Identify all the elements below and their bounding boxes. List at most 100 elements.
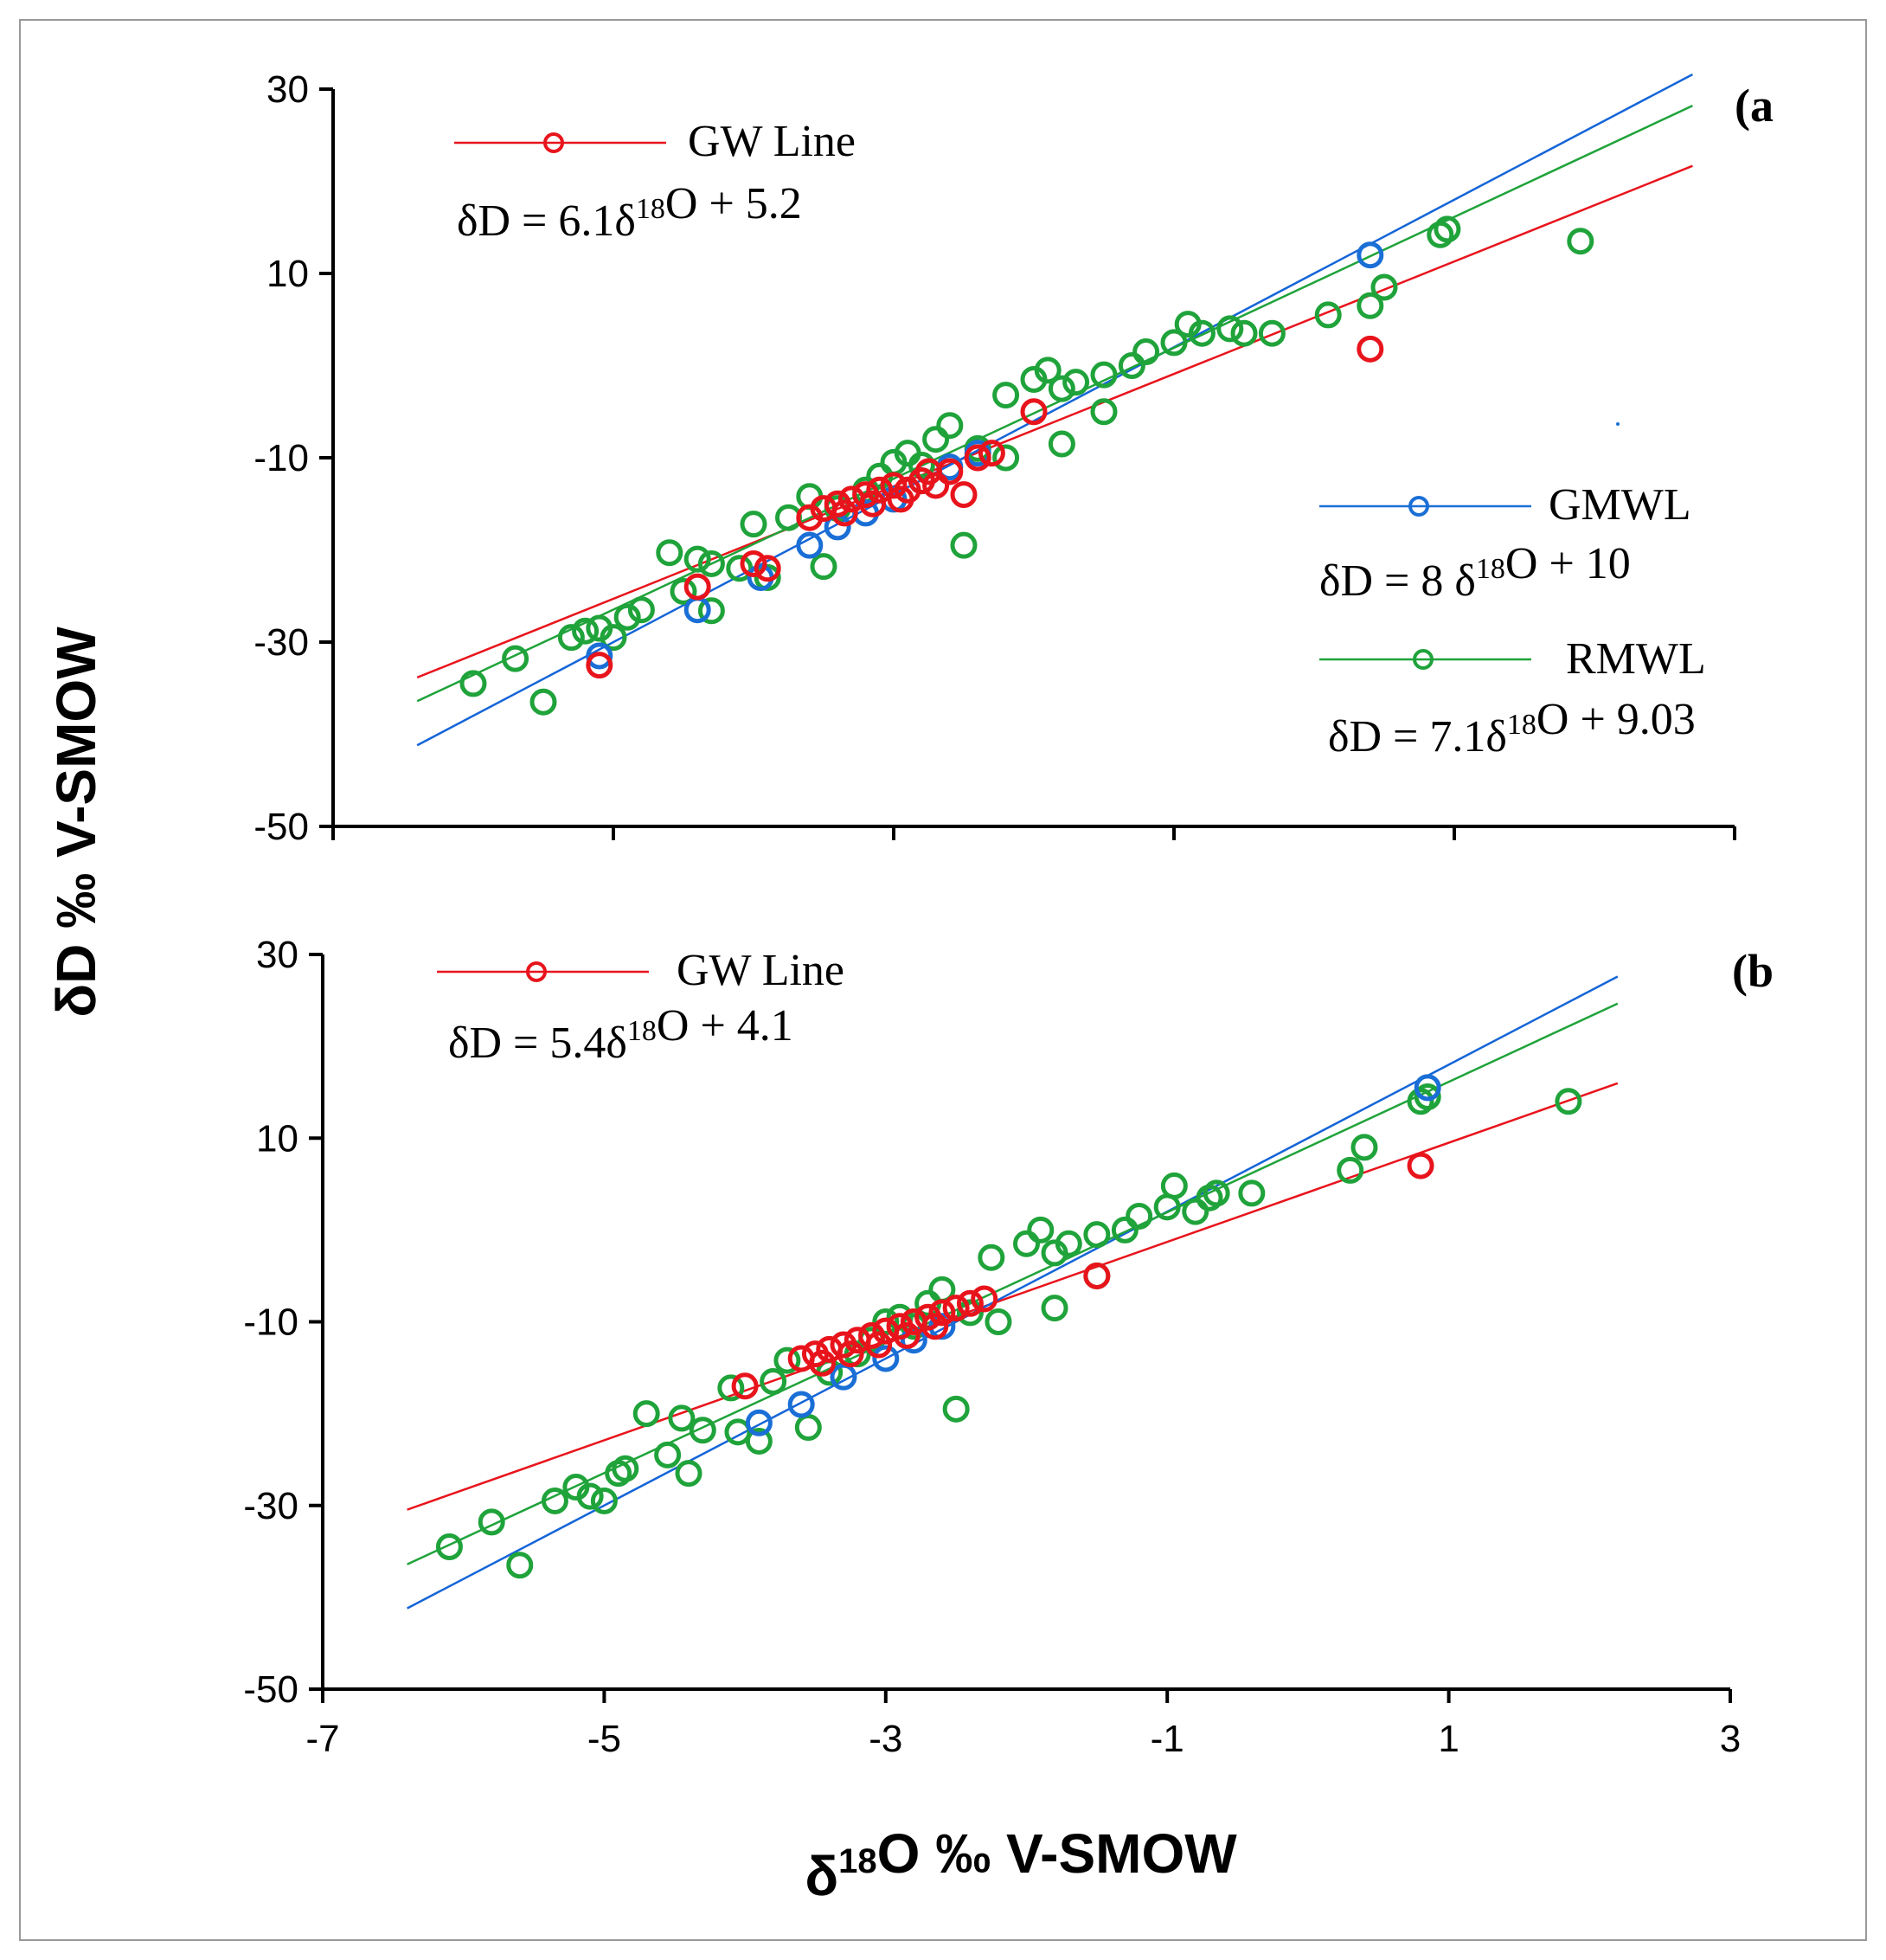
- rmwl-data-point: [992, 444, 1020, 472]
- rmwl-data-point: [654, 1441, 682, 1468]
- gw-data-point: [978, 440, 1005, 467]
- rmwl-data-point: [675, 1460, 702, 1488]
- gw-data-point: [865, 1331, 893, 1359]
- gmwl-data-point: [683, 596, 711, 624]
- gw-data-point: [964, 444, 991, 472]
- rmwl-data-point: [632, 1400, 660, 1428]
- rmwl-regression-line: [416, 105, 1693, 703]
- gw-data-point: [921, 1313, 949, 1340]
- gw-regression-line: [407, 1082, 1619, 1511]
- rmwl-data-point: [612, 1455, 639, 1482]
- rmwl-data-point: [773, 1346, 801, 1374]
- legend-b-gw-equation: δD = 5.4δ18O + 4.1: [448, 1001, 793, 1068]
- y-tick-label: -30: [243, 1485, 298, 1527]
- gmwl-regression-line: [407, 975, 1619, 1610]
- gmwl-regression-line: [416, 73, 1693, 747]
- gw-data-point: [866, 476, 894, 504]
- rmwl-data-point: [1160, 329, 1188, 357]
- rmwl-data-point: [1337, 1156, 1364, 1184]
- rmwl-data-point: [1048, 375, 1075, 402]
- gw-data-point: [1357, 335, 1384, 363]
- rmwl-data-point: [1357, 292, 1384, 319]
- rmwl-data-point: [683, 545, 711, 573]
- rmwl-data-point: [435, 1533, 463, 1561]
- panel-b-tag: (b: [1732, 945, 1774, 997]
- rmwl-data-point: [1041, 1295, 1068, 1322]
- rmwl-data-point: [1090, 361, 1118, 389]
- y-tick-label: 10: [256, 1117, 298, 1160]
- rmwl-data-point: [950, 531, 978, 559]
- gw-data-point: [880, 472, 908, 499]
- gw-data-point: [915, 458, 942, 485]
- rmwl-data-point: [724, 1418, 752, 1446]
- gw-data-point: [971, 1285, 998, 1313]
- rmwl-data-point: [985, 1308, 1012, 1335]
- rmwl-data-point: [459, 670, 487, 697]
- rmwl-data-point: [1090, 398, 1118, 426]
- gmwl-data-point: [745, 1409, 773, 1436]
- gw-data-point: [683, 573, 711, 601]
- x-tick-label: 1: [1438, 1718, 1459, 1760]
- y-tick-label: -50: [253, 806, 309, 848]
- rmwl-data-point: [992, 382, 1020, 409]
- panel-a-tag: (a: [1735, 80, 1774, 132]
- legend-b-gw: GW Line δD = 5.4δ18O + 4.1: [437, 946, 844, 1068]
- gw-data-point: [887, 485, 914, 513]
- y-tick-label: -50: [243, 1668, 298, 1711]
- x-tick-label: -3: [869, 1718, 902, 1760]
- y-tick-label: -30: [253, 621, 309, 664]
- rmwl-data-point: [956, 1299, 984, 1327]
- gmwl-data-point: [787, 1391, 815, 1418]
- rmwl-data-point: [1111, 1216, 1139, 1243]
- rmwl-data-point: [1034, 357, 1062, 384]
- rmwl-data-point: [1055, 1230, 1082, 1257]
- rmwl-data-point: [1567, 228, 1594, 255]
- gmwl-data-point: [586, 642, 613, 670]
- legend-gw-label: GW Line: [688, 117, 856, 166]
- rmwl-data-point: [1126, 1202, 1153, 1230]
- rmwl-data-point: [1427, 221, 1454, 248]
- gw-regression-line: [416, 164, 1693, 679]
- rmwl-data-point: [600, 624, 627, 652]
- y-axis-title: δD ‰ V-SMOW: [45, 627, 107, 1018]
- panel-b: 30 10 -10 -30 -50-7 -5 -3 -1 1 3: [243, 934, 1741, 1760]
- rmwl-data-point: [529, 688, 557, 716]
- legend-gmwl-equation: δD = 8 δ18O + 10: [1319, 539, 1631, 606]
- gmwl-data-point: [1414, 1074, 1441, 1102]
- rmwl-data-point: [1434, 215, 1461, 243]
- rmwl-data-point: [794, 1414, 822, 1442]
- rmwl-data-point: [576, 1482, 604, 1510]
- rmwl-data-point: [1314, 301, 1342, 329]
- legend-rmwl-equation: δD = 7.1δ18O + 9.03: [1328, 695, 1696, 762]
- rmwl-data-point: [1414, 1083, 1441, 1110]
- rmwl-data-point: [760, 1367, 787, 1395]
- rmwl-data-point: [1258, 319, 1286, 347]
- legend-gmwl-label: GMWL: [1549, 480, 1691, 530]
- gw-data-point: [942, 1295, 970, 1322]
- rmwl-data-point: [697, 549, 725, 577]
- rmwl-data-point: [572, 617, 600, 645]
- rmwl-data-point: [613, 603, 641, 631]
- rmwl-data-point: [557, 624, 585, 652]
- rmwl-data-point: [1238, 1179, 1266, 1207]
- rmwl-data-point: [1013, 1230, 1040, 1257]
- legend-gw-equation: δD = 6.1δ18O + 5.2: [457, 179, 802, 246]
- rmwl-data-point: [1188, 319, 1216, 347]
- rmwl-data-point: [1062, 369, 1090, 396]
- gmwl-data-point: [872, 1345, 900, 1372]
- legend-gmwl-marker: [1408, 496, 1429, 517]
- gw-data-point: [893, 1321, 921, 1349]
- legend-rmwl-marker: [1413, 649, 1434, 670]
- rmwl-data-point: [1370, 273, 1398, 301]
- rmwl-data-point: [810, 553, 837, 581]
- legend-rmwl-label: RMWL: [1566, 634, 1706, 684]
- rmwl-data-point: [740, 511, 767, 538]
- legend-a-rmwl: RMWL δD = 7.1δ18O + 9.03: [1319, 634, 1706, 762]
- rmwl-data-point: [936, 412, 964, 440]
- gmwl-data-point: [830, 1363, 857, 1391]
- rmwl-data-point: [656, 539, 683, 567]
- rmwl-data-point: [726, 555, 754, 582]
- gw-data-point: [950, 481, 978, 509]
- rmwl-data-point: [1132, 338, 1160, 366]
